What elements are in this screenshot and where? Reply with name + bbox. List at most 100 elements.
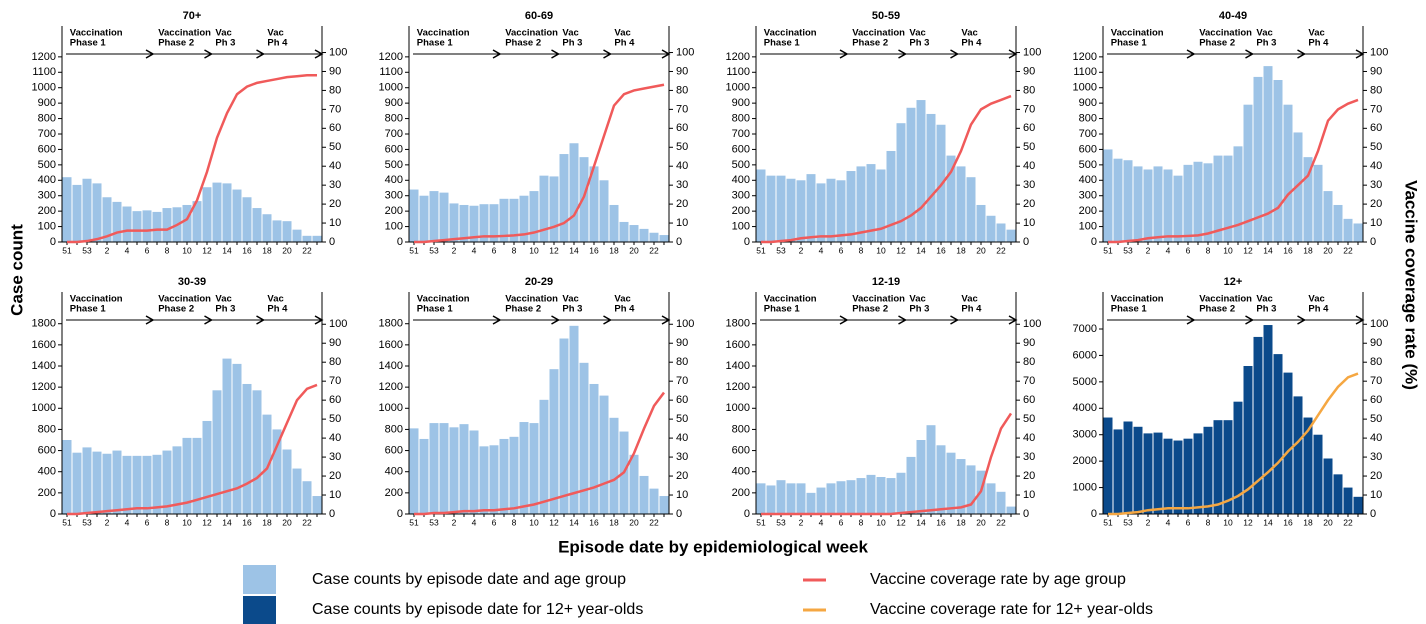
bar bbox=[82, 178, 92, 242]
bar bbox=[469, 205, 479, 242]
legend-swatch bbox=[243, 596, 276, 624]
phase-arrowhead bbox=[1186, 315, 1196, 325]
phase-label: Ph 3 bbox=[215, 38, 235, 49]
x-tick-label: 12 bbox=[202, 517, 212, 527]
y-tick-label: 1000 bbox=[726, 82, 750, 94]
bar bbox=[539, 175, 549, 242]
phase-label: Phase 1 bbox=[70, 304, 107, 315]
bar bbox=[509, 436, 519, 514]
bar bbox=[579, 362, 589, 514]
bar bbox=[479, 446, 489, 514]
x-tick-label: 22 bbox=[1343, 517, 1353, 527]
bar bbox=[936, 445, 946, 514]
x-tick-label: 10 bbox=[182, 517, 192, 527]
phase-arrowhead bbox=[950, 315, 960, 325]
y2-tick-label: 100 bbox=[329, 318, 347, 330]
bar bbox=[192, 201, 202, 242]
bar bbox=[1006, 229, 1016, 242]
bar bbox=[262, 414, 272, 514]
phase-arrowhead bbox=[1186, 49, 1196, 59]
legend-label: Case counts by episode date for 12+ year… bbox=[312, 601, 643, 618]
y-tick-label: 200 bbox=[732, 205, 750, 217]
bar bbox=[1303, 157, 1313, 242]
x-tick-label: 4 bbox=[472, 245, 477, 255]
y-tick-label: 300 bbox=[732, 190, 750, 202]
y2-tick-label: 70 bbox=[676, 103, 688, 115]
phase-label: Vaccination bbox=[764, 28, 817, 39]
phase-arrowhead bbox=[603, 315, 613, 325]
panel-title: 60-69 bbox=[525, 10, 553, 22]
phase-arrowhead bbox=[256, 49, 266, 59]
phase-label: Vaccination bbox=[158, 28, 211, 39]
phase-label: Ph 4 bbox=[267, 38, 288, 49]
x-tick-label: 51 bbox=[1103, 517, 1113, 527]
y-tick-label: 100 bbox=[732, 220, 750, 232]
phase-label: Ph 4 bbox=[614, 38, 635, 49]
x-tick-label: 18 bbox=[956, 517, 966, 527]
y-tick-label: 200 bbox=[38, 205, 56, 217]
y2-tick-label: 70 bbox=[1370, 375, 1382, 387]
phase-arrowhead bbox=[661, 315, 671, 325]
y2-tick-label: 30 bbox=[1370, 179, 1382, 191]
x-tick-label: 6 bbox=[1186, 517, 1191, 527]
x-tick-label: 14 bbox=[222, 245, 232, 255]
y2-tick-label: 20 bbox=[329, 470, 341, 482]
bar bbox=[806, 174, 816, 242]
legend-label: Vaccine coverage rate by age group bbox=[870, 571, 1126, 588]
bar bbox=[1273, 80, 1283, 242]
panel-title: 30-39 bbox=[178, 276, 206, 288]
y-tick-label: 0 bbox=[397, 236, 403, 248]
phase-arrowhead bbox=[204, 49, 214, 59]
bar bbox=[559, 154, 569, 242]
legend-label: Vaccine coverage rate for 12+ year-olds bbox=[870, 601, 1153, 618]
bar bbox=[1163, 438, 1173, 514]
phase-label: Vaccination bbox=[1199, 28, 1252, 39]
bar bbox=[409, 189, 419, 242]
bar bbox=[639, 475, 649, 514]
phase-label: Phase 2 bbox=[158, 304, 194, 315]
bar bbox=[182, 437, 192, 514]
bar bbox=[996, 491, 1006, 514]
x-tick-label: 14 bbox=[569, 245, 579, 255]
x-tick-label: 8 bbox=[512, 245, 517, 255]
bar bbox=[242, 383, 252, 514]
bar bbox=[569, 143, 579, 242]
y-tick-label: 600 bbox=[38, 143, 56, 155]
bar bbox=[489, 204, 499, 242]
y2-tick-label: 70 bbox=[1370, 103, 1382, 115]
y2-tick-label: 50 bbox=[1370, 413, 1382, 425]
y2-tick-label: 0 bbox=[676, 236, 682, 248]
x-tick-label: 14 bbox=[916, 245, 926, 255]
phase-label: Ph 3 bbox=[562, 38, 582, 49]
bar bbox=[152, 211, 162, 242]
bar bbox=[906, 456, 916, 514]
bar bbox=[1173, 440, 1183, 514]
y-tick-label: 400 bbox=[1079, 174, 1097, 186]
phase-label: Vaccination bbox=[70, 28, 123, 39]
bar bbox=[102, 197, 112, 242]
y-tick-label: 500 bbox=[1079, 159, 1097, 171]
bar bbox=[876, 477, 886, 514]
coverage-line bbox=[67, 74, 317, 244]
bar bbox=[986, 483, 996, 514]
phase-label: Ph 4 bbox=[267, 304, 288, 315]
bar bbox=[619, 221, 629, 242]
y2-tick-label: 10 bbox=[1370, 489, 1382, 501]
x-tick-label: 18 bbox=[1303, 245, 1313, 255]
bar bbox=[826, 178, 836, 242]
phase-label: Vac bbox=[267, 28, 283, 39]
x-tick-label: 14 bbox=[1263, 245, 1273, 255]
y2-tick-label: 30 bbox=[1023, 179, 1035, 191]
bar bbox=[609, 204, 619, 242]
bar bbox=[1113, 429, 1123, 514]
y-tick-label: 1200 bbox=[726, 51, 750, 63]
phase-label: Vac bbox=[909, 294, 925, 305]
y-tick-label: 400 bbox=[732, 174, 750, 186]
bar bbox=[1263, 66, 1273, 242]
x-tick-label: 6 bbox=[1186, 245, 1191, 255]
y2-tick-label: 70 bbox=[329, 375, 341, 387]
x-tick-label: 8 bbox=[165, 245, 170, 255]
x-tick-label: 16 bbox=[242, 517, 252, 527]
x-tick-label: 6 bbox=[839, 517, 844, 527]
y-tick-label: 1800 bbox=[379, 318, 403, 330]
